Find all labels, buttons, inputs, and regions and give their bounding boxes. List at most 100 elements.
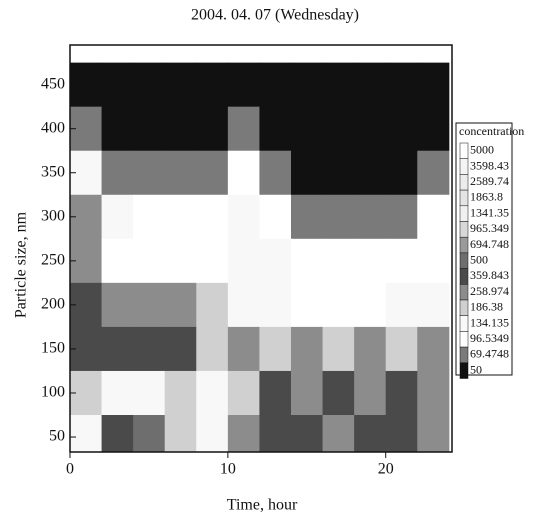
heat-cell (70, 415, 103, 452)
heat-cell (227, 62, 260, 108)
legend-swatch (459, 252, 469, 269)
y-tick-label: 50 (49, 428, 65, 445)
legend-label: 359.843 (470, 268, 509, 282)
heat-cell (385, 62, 418, 108)
heat-cell (133, 238, 166, 284)
chart-title: 2004. 04. 07 (Wednesday) (191, 7, 359, 24)
legend-swatch (459, 362, 469, 379)
y-tick-label: 450 (41, 75, 65, 92)
y-axis-label: Particle size, nm (13, 211, 30, 318)
heat-cell (133, 282, 166, 328)
heat-cell (101, 282, 134, 328)
heat-cell (196, 106, 229, 152)
heat-cell (133, 194, 166, 240)
heat-cell (164, 150, 197, 196)
heat-cell (322, 238, 355, 284)
heat-cell (227, 194, 260, 240)
heat-cell (354, 150, 387, 196)
y-tick-label: 400 (41, 119, 65, 136)
heat-cell (385, 282, 418, 328)
heat-cell (227, 106, 260, 152)
heat-cell (164, 62, 197, 108)
heat-cell (290, 106, 324, 152)
heat-cell (322, 106, 355, 152)
x-tick-label: 0 (66, 461, 74, 478)
legend-title: concentration (459, 124, 524, 138)
heat-cell (417, 106, 450, 152)
heat-cell (259, 194, 292, 240)
heat-cell (259, 106, 292, 152)
heat-cell (322, 370, 355, 416)
legend-swatch (459, 284, 469, 301)
x-tick-label: 20 (378, 461, 394, 478)
heat-cell (385, 106, 418, 152)
y-tick-label: 350 (41, 163, 65, 180)
heat-cell (322, 282, 355, 328)
heat-cell (385, 370, 418, 416)
legend-swatch (459, 221, 469, 238)
heat-cell (417, 194, 450, 240)
heat-cell (290, 194, 324, 240)
heat-cell (354, 62, 387, 108)
y-tick-label: 100 (41, 384, 65, 401)
heat-cell (417, 415, 450, 452)
heat-cell (259, 326, 292, 372)
heat-cell (133, 62, 166, 108)
heat-cell (101, 106, 134, 152)
heat-cell (259, 150, 292, 196)
legend-label: 186.38 (470, 300, 503, 314)
heat-cell (322, 62, 355, 108)
heat-cell (133, 326, 166, 372)
heat-cell (227, 238, 260, 284)
legend-label: 965.349 (470, 221, 509, 235)
heat-cell (101, 370, 134, 416)
heat-cell (164, 106, 197, 152)
heat-cell (196, 150, 229, 196)
heat-cell (196, 282, 229, 328)
legend-label: 1341.35 (470, 205, 509, 219)
y-tick-label: 300 (41, 207, 65, 224)
legend-swatch (459, 346, 469, 364)
heat-cell (354, 106, 387, 152)
heat-cell (259, 282, 292, 328)
heat-cell (227, 282, 260, 328)
legend-label: 134.135 (470, 315, 509, 329)
legend-label: 3598.43 (470, 158, 509, 172)
legend-swatch (459, 268, 469, 285)
heat-cell (101, 194, 134, 240)
heat-cell (322, 194, 355, 240)
legend-swatch (459, 174, 469, 191)
legend-label: 1863.8 (470, 190, 503, 204)
heat-cell (133, 150, 166, 196)
heat-cell (417, 238, 450, 284)
legend-swatch (459, 189, 469, 207)
heat-cell (164, 194, 197, 240)
heat-cell (196, 370, 229, 416)
heat-cell (227, 326, 260, 372)
heat-cell (354, 238, 387, 284)
heat-cell (133, 370, 166, 416)
heat-cell (196, 62, 229, 108)
heat-cell (196, 194, 229, 240)
heat-cell (385, 150, 418, 196)
heat-cell (133, 415, 166, 452)
heat-cell (259, 238, 292, 284)
legend-swatch (459, 205, 469, 222)
heat-cell (164, 238, 197, 284)
heat-cell (290, 370, 324, 416)
plot-area (70, 62, 450, 452)
plot-frame (69, 44, 453, 453)
heat-cell (196, 415, 229, 452)
heat-cell (227, 150, 260, 196)
heat-cell (354, 326, 387, 372)
heat-cell (385, 326, 418, 372)
legend-label: 500 (470, 253, 488, 267)
legend-label: 96.5349 (470, 331, 509, 345)
heat-cell (417, 62, 450, 108)
legend-label: 694.748 (470, 237, 509, 251)
heat-cell (101, 415, 134, 452)
legend-label: 50 (470, 362, 482, 376)
heat-cell (164, 282, 197, 328)
heat-cell (227, 415, 260, 452)
